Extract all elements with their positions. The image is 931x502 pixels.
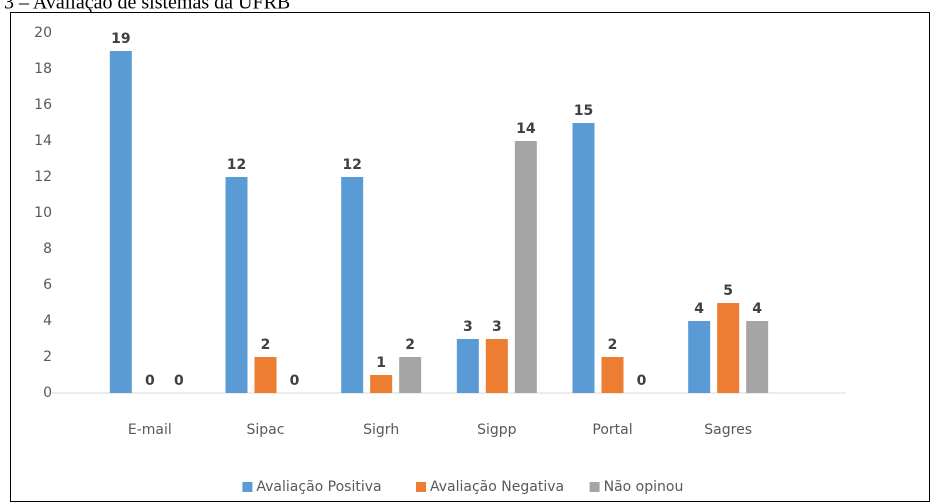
bar bbox=[109, 51, 132, 393]
bar bbox=[572, 123, 595, 393]
legend-swatch bbox=[416, 482, 426, 492]
legend-label: Não opinou bbox=[604, 479, 684, 495]
data-label: 4 bbox=[694, 301, 704, 317]
x-tick-label: Portal bbox=[592, 422, 632, 438]
y-tick-label: 2 bbox=[43, 349, 52, 365]
data-label: 0 bbox=[145, 373, 155, 389]
bar bbox=[456, 339, 479, 393]
data-label: 2 bbox=[405, 337, 415, 353]
data-label: 12 bbox=[227, 157, 246, 173]
y-tick-label: 16 bbox=[34, 97, 52, 113]
x-tick-label: E-mail bbox=[128, 422, 172, 438]
bar bbox=[485, 339, 508, 393]
bar bbox=[370, 375, 393, 393]
data-label: 15 bbox=[574, 103, 593, 119]
data-label: 3 bbox=[463, 319, 473, 335]
data-label: 0 bbox=[637, 373, 647, 389]
data-label: 2 bbox=[608, 337, 618, 353]
x-tick-label: Sagres bbox=[704, 422, 752, 438]
y-tick-label: 6 bbox=[43, 277, 52, 293]
y-tick-label: 0 bbox=[43, 385, 52, 401]
data-label: 19 bbox=[111, 31, 130, 47]
y-tick-label: 10 bbox=[34, 205, 52, 221]
bar bbox=[225, 177, 248, 393]
data-label: 4 bbox=[752, 301, 762, 317]
x-tick-label: Sigpp bbox=[477, 422, 517, 438]
x-tick-label: Sipac bbox=[247, 422, 285, 438]
data-label: 1 bbox=[376, 355, 386, 371]
y-tick-label: 18 bbox=[34, 61, 52, 77]
bar bbox=[717, 303, 740, 393]
data-label: 0 bbox=[290, 373, 300, 389]
data-label: 0 bbox=[174, 373, 184, 389]
data-label: 3 bbox=[492, 319, 502, 335]
bar bbox=[746, 321, 769, 393]
data-label: 14 bbox=[516, 121, 536, 137]
legend-label: Avaliação Negativa bbox=[430, 479, 564, 495]
legend-label: Avaliação Positiva bbox=[256, 479, 381, 495]
bar bbox=[399, 357, 422, 393]
y-tick-label: 14 bbox=[34, 133, 52, 149]
bar bbox=[341, 177, 364, 393]
data-label: 12 bbox=[342, 157, 361, 173]
y-tick-label: 4 bbox=[43, 313, 52, 329]
data-label: 2 bbox=[261, 337, 271, 353]
y-tick-label: 20 bbox=[34, 25, 52, 41]
y-tick-label: 12 bbox=[34, 169, 52, 185]
chart-frame bbox=[10, 12, 930, 502]
bar bbox=[601, 357, 624, 393]
y-tick-label: 8 bbox=[43, 241, 52, 257]
bar bbox=[688, 321, 711, 393]
legend-swatch bbox=[589, 482, 600, 492]
chart-title: 3 – Avaliação de sistemas da UFRB bbox=[4, 0, 290, 14]
data-label: 5 bbox=[723, 283, 733, 299]
legend-swatch bbox=[242, 482, 253, 492]
bar bbox=[514, 141, 537, 393]
x-tick-label: Sigrh bbox=[363, 422, 399, 438]
bar bbox=[254, 357, 277, 393]
